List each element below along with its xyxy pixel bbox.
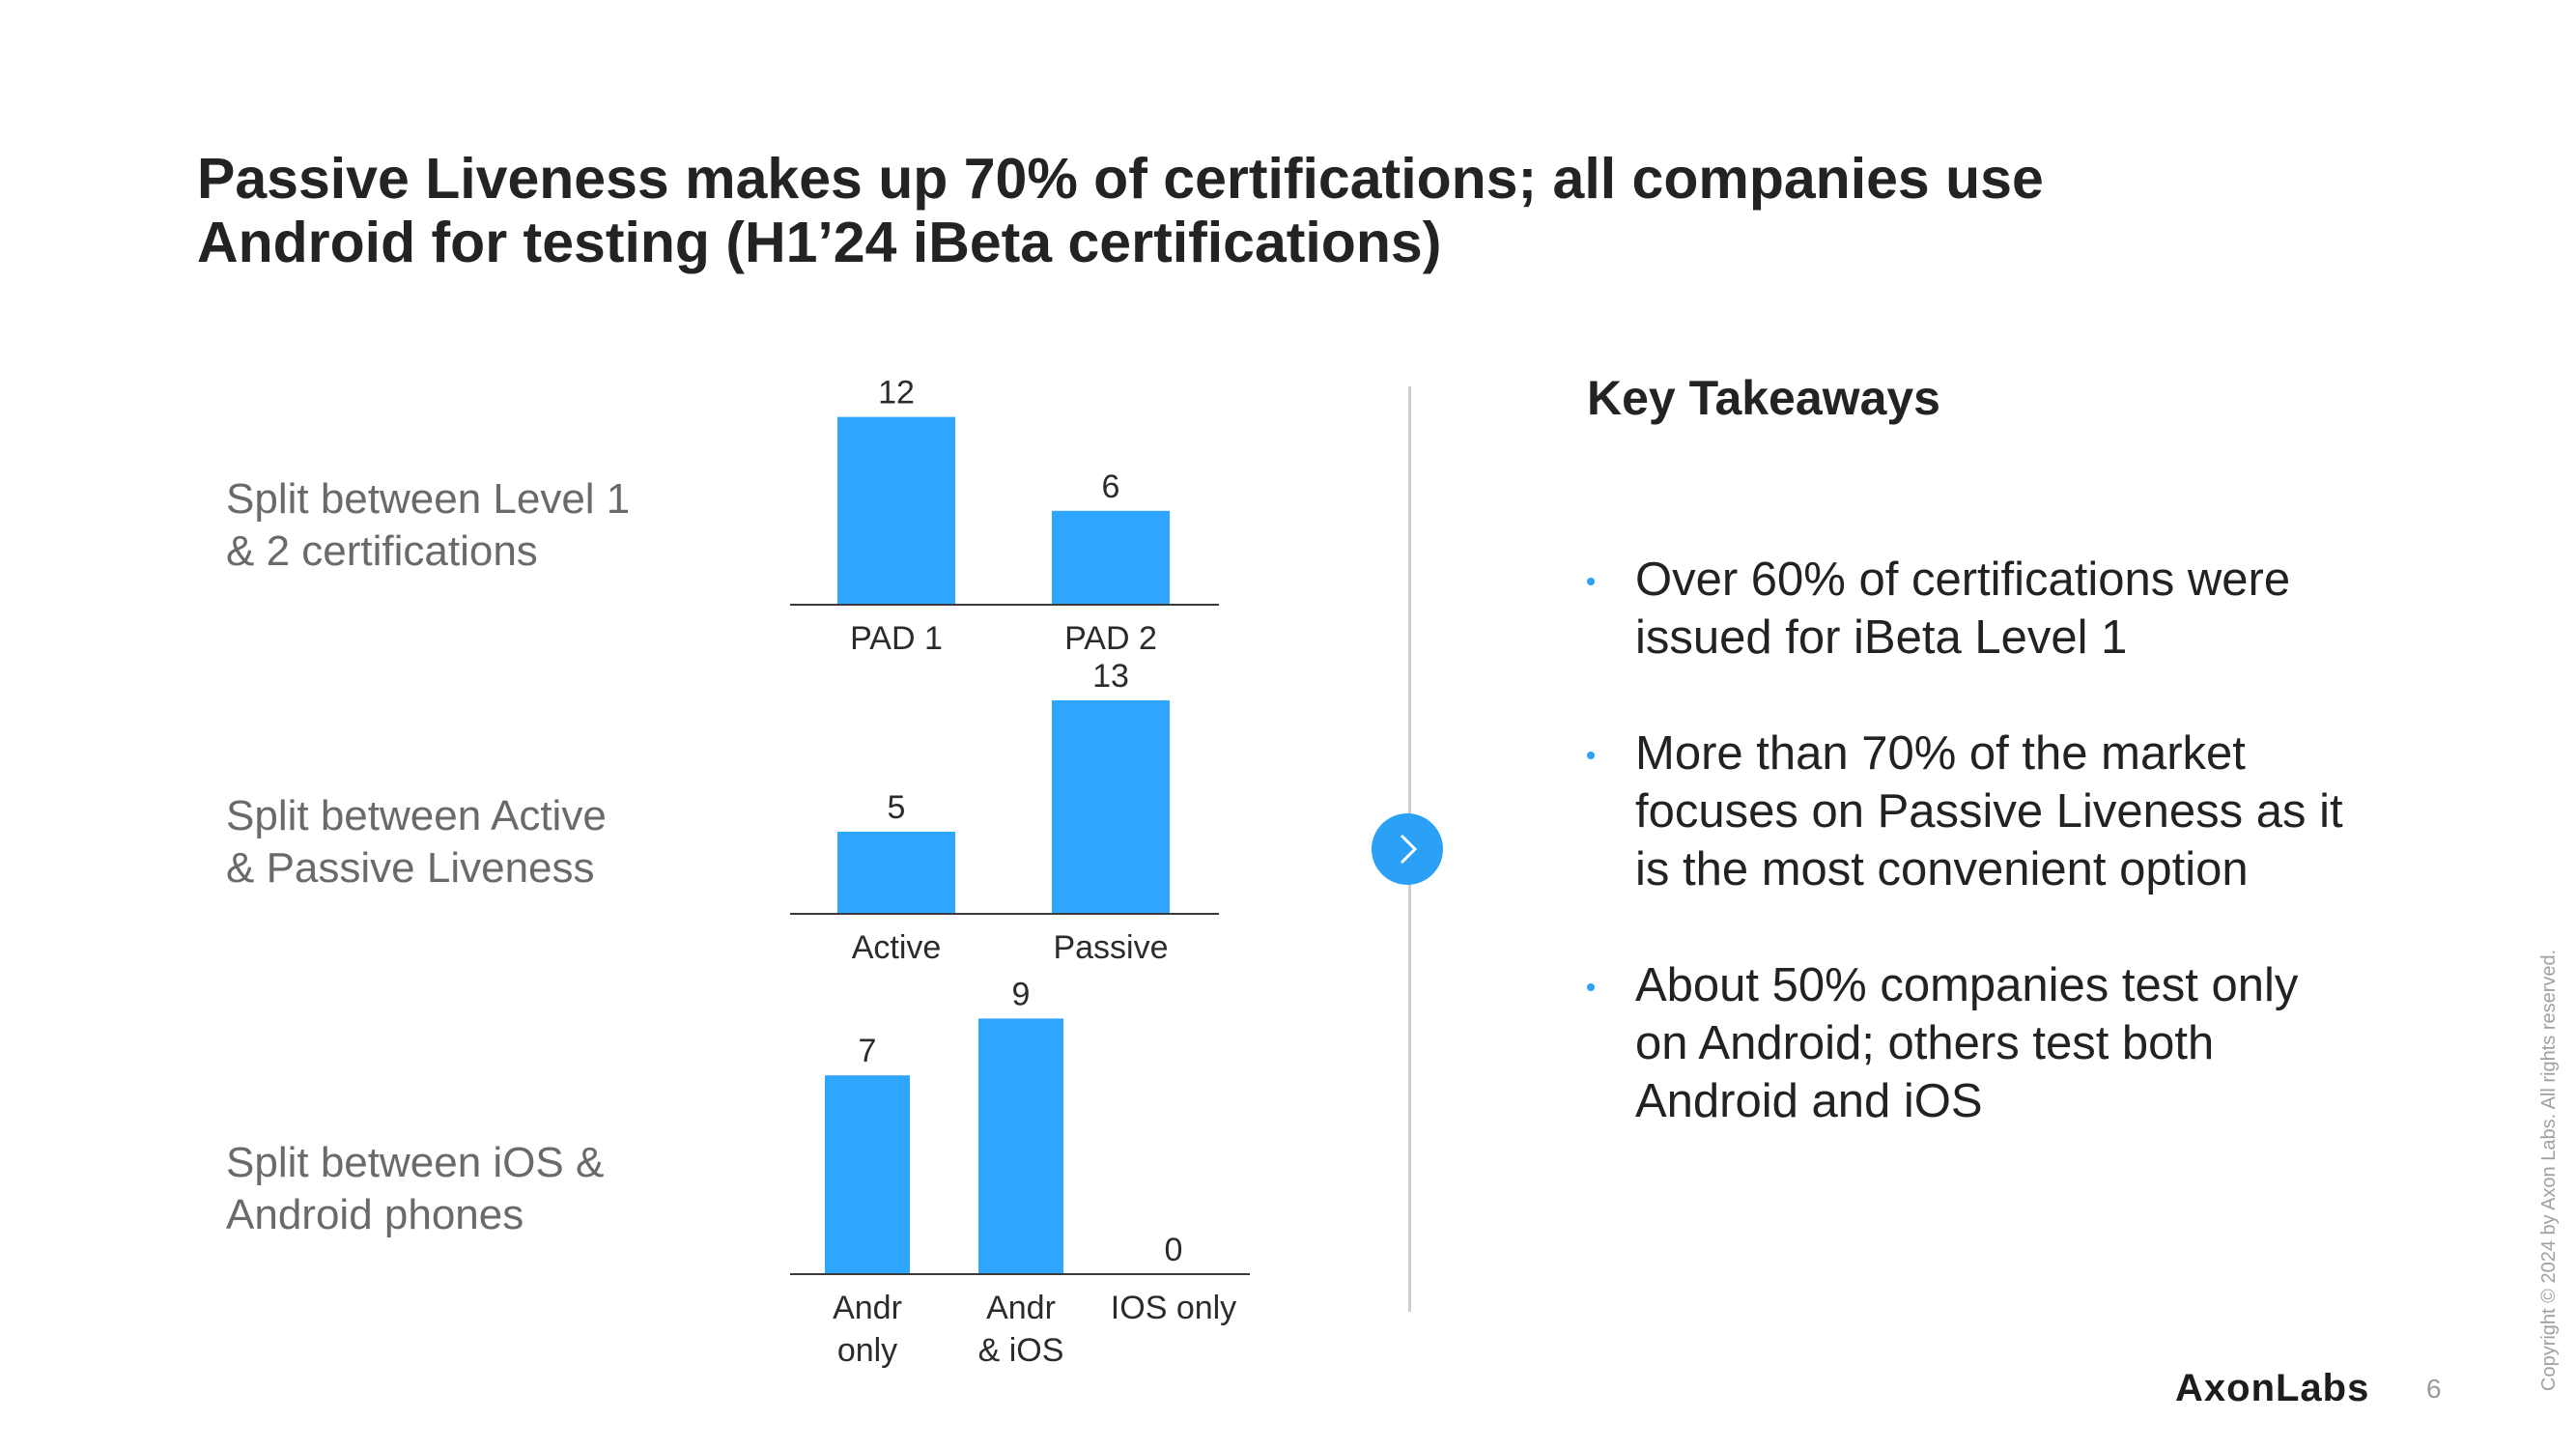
takeaway-line: Android and iOS [1635,1075,1983,1127]
bar [1052,700,1170,914]
bar-value-label: 12 [878,375,915,412]
category-tick-label: only [837,1332,897,1369]
category-tick-label: PAD 2 [1064,620,1157,657]
copyright-notice: Copyright © 2024 by Axon Labs. All right… [2538,949,2560,1391]
category-tick-label: Andr [986,1290,1056,1326]
takeaway-line: is the most convenient option [1635,843,2249,895]
next-arrow-button[interactable] [1372,813,1443,885]
takeaway-line: issued for iBeta Level 1 [1635,611,2128,664]
category-tick-label: & iOS [978,1332,1064,1369]
bullet-dot [1587,752,1595,759]
bar-value-label: 13 [1092,658,1129,695]
title-line: Passive Liveness makes up 70% of certifi… [197,147,2044,211]
bar-chart: 12 PAD 1 6 PAD 2 [790,375,1219,657]
takeaway-item: More than 70% of the market focuses on P… [1587,724,2456,898]
page-title: Passive Liveness makes up 70% of certifi… [197,147,2419,274]
category-tick-label: Passive [1053,929,1168,966]
bar-value-label: 9 [1012,976,1031,1012]
row-label-line: Split between Level 1 [226,475,631,523]
title-line: Android for testing (H1’24 iBeta certifi… [197,211,1442,274]
page-number: 6 [2426,1374,2442,1404]
row-label-level: Split between Level 1 & 2 certifications [226,473,728,578]
row-label-line: Android phones [226,1191,524,1238]
bar-value-label: 6 [1102,469,1120,505]
bar-chart: 5 Active 13 Passive [790,658,1219,966]
category-tick-label: PAD 1 [850,620,943,657]
bar-value-label: 7 [859,1033,877,1069]
takeaway-line: Over 60% of certifications were [1635,554,2291,606]
row-label-line: & 2 certifications [226,527,538,575]
bar [1052,510,1170,605]
takeaway-item: About 50% companies test only on Android… [1587,956,2456,1130]
takeaway-item: Over 60% of certifications were issued f… [1587,551,2456,667]
bar [837,416,955,605]
bar-chart: 7 Andr only 9 Andr & iOS 0 IOS only [790,976,1250,1369]
bar-value-label: 5 [888,789,906,826]
category-tick-label: Active [852,929,942,966]
bar [825,1075,910,1274]
brand-logo: AxonLabs [2175,1367,2370,1409]
takeaways-list: Over 60% of certifications were issued f… [1587,551,2456,1188]
row-label-liveness: Split between Active & Passive Liveness [226,790,728,895]
takeaways-heading: Key Takeaways [1587,371,1940,425]
bar [837,832,955,914]
row-label-line: Split between iOS & [226,1139,605,1186]
takeaway-line: More than 70% of the market [1635,727,2246,780]
category-tick-label: Andr [833,1290,902,1326]
chevron-right-icon [1400,834,1418,865]
bar [978,1018,1063,1274]
takeaway-line: on Android; others test both [1635,1017,2215,1069]
row-label-line: & Passive Liveness [226,844,595,892]
row-label-line: Split between Active [226,792,607,839]
bullet-dot [1587,983,1595,991]
row-label-platform: Split between iOS & Android phones [226,1137,728,1241]
takeaway-line: About 50% companies test only [1635,959,2299,1011]
category-tick-label: IOS only [1111,1290,1236,1326]
bullet-dot [1587,578,1595,585]
bar-value-label: 0 [1165,1232,1183,1268]
takeaway-line: focuses on Passive Liveness as it [1635,785,2343,838]
